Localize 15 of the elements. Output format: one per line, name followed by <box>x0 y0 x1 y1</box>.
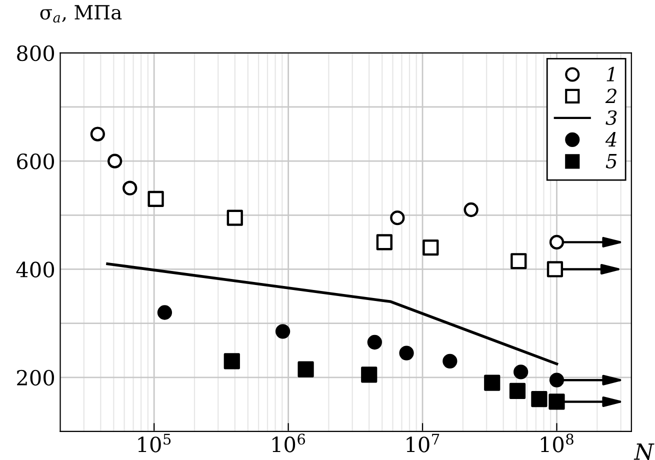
legend-label: 4 <box>605 132 616 146</box>
y-tick-label: 400 <box>16 262 54 278</box>
x-tick-label: 10$^{7}$ <box>406 434 440 452</box>
y-tick-label: 600 <box>17 154 54 170</box>
x-tick-label: 10$^{5}$ <box>138 434 171 452</box>
legend-label: 2 <box>605 88 616 104</box>
y-tick-label: 200 <box>17 370 54 386</box>
legend-label: 1 <box>606 66 614 82</box>
legend-label: 3 <box>606 110 617 126</box>
legend-label: 5 <box>606 154 617 169</box>
y-tick-label: 800 <box>17 45 54 62</box>
x-tick-label: 10$^{8}$ <box>540 434 574 452</box>
x-tick-label: 10$^{6}$ <box>272 434 306 452</box>
y-axis-title: σ$_{a}$, МПа <box>40 5 122 23</box>
x-axis-title: N <box>634 444 654 460</box>
